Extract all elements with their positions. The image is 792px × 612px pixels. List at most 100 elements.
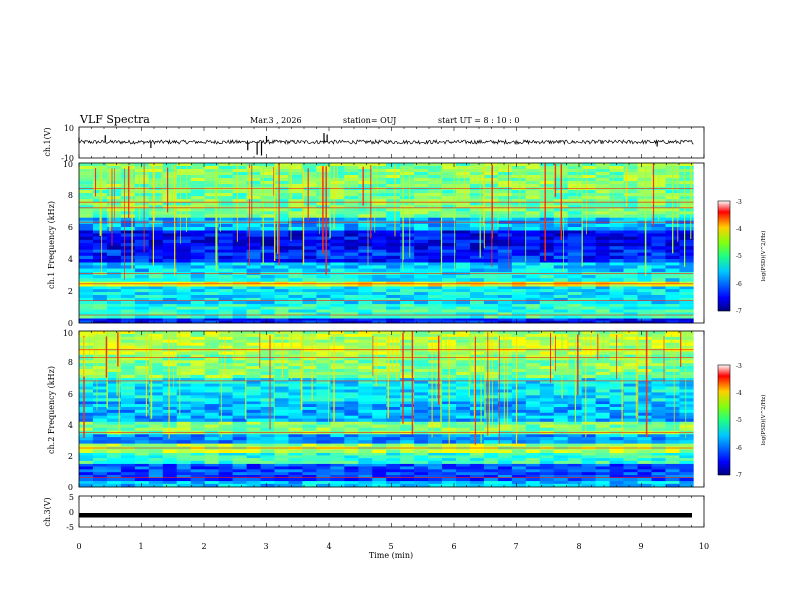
spectrogram-cell: [218, 292, 233, 296]
spectrogram-cell: [176, 374, 191, 379]
spectrogram-cell: [218, 255, 233, 260]
spectrogram-cell: [344, 230, 359, 234]
spectrogram-cell: [288, 312, 303, 316]
spectrogram-cell: [567, 433, 582, 438]
spectrogram-cell: [386, 205, 401, 209]
spectrogram-cell: [148, 401, 164, 405]
spectrogram-cell: [497, 398, 513, 402]
spectrogram-cell: [581, 199, 596, 203]
spectrogram-cell: [595, 424, 610, 429]
spectrogram-cell: [134, 178, 150, 182]
spectrogram-cell: [651, 433, 666, 438]
spectrogram-cell: [539, 360, 555, 364]
spectrogram-cell: [344, 163, 359, 167]
spectrogram-cell: [469, 386, 485, 390]
spectrogram-cell: [134, 369, 150, 373]
spectrogram-cell: [316, 415, 331, 419]
spectrogram-cell: [511, 480, 527, 485]
spectrogram-cell: [344, 389, 359, 393]
spectrogram-cell: [456, 336, 471, 341]
spectrogram-cell: [372, 193, 387, 197]
spectrogram-cell: [456, 363, 471, 367]
spectrogram-cell: [609, 458, 624, 462]
spectrogram-cell: [623, 289, 638, 293]
spectrogram-cell: [651, 440, 666, 444]
spectrogram-cell: [190, 472, 205, 476]
spectrogram-cell: [511, 455, 527, 459]
spectrogram-cell: [134, 214, 150, 218]
spectrogram-cell: [400, 178, 415, 182]
spectrogram-cell: [665, 163, 680, 167]
spectrogram-cell: [148, 262, 164, 266]
spectrogram-cell: [623, 315, 638, 319]
spectrogram-cell: [525, 460, 541, 464]
spectrogram-cell: [511, 236, 527, 241]
spectrogram-cell: [358, 463, 373, 467]
spectrogram-cell: [525, 463, 541, 467]
spectrogram-cell: [539, 345, 555, 349]
spectrogram-cell: [274, 433, 289, 438]
spectrogram-cell: [428, 172, 443, 176]
spectrogram-cell: [539, 475, 555, 479]
spectrogram-cell: [134, 469, 150, 473]
spectrogram-cell: [134, 283, 150, 287]
spectrogram-cell: [204, 236, 219, 241]
spectrogram-cell: [106, 252, 122, 257]
spectrogram-cell: [330, 239, 345, 244]
spectrogram-cell: [302, 214, 317, 218]
spectrogram-cell: [469, 380, 485, 384]
spectrogram-cell: [162, 236, 178, 241]
spectrogram-cell: [497, 386, 513, 390]
spectrogram-cell: [358, 351, 373, 355]
spectrogram-cell: [665, 401, 680, 405]
spectrogram-cell: [316, 289, 331, 293]
spectrogram-cell: [274, 312, 289, 316]
spectrogram-cell: [246, 333, 261, 338]
spectrogram-cell: [218, 199, 233, 203]
spectrogram-cell: [525, 354, 541, 358]
spectrogram-cell: [539, 363, 555, 367]
spectrogram-cell: [162, 268, 178, 273]
spectrogram-cell: [386, 398, 401, 402]
spectrogram-cell: [679, 214, 694, 218]
spectrogram-cell: [190, 360, 205, 364]
spectrogram-cell: [679, 369, 694, 373]
spectrogram-cell: [330, 380, 345, 384]
spectrogram-cell: [92, 286, 108, 290]
spectrogram-cell: [637, 409, 652, 414]
spectrogram-cell: [511, 181, 527, 185]
spectrogram-cell: [400, 458, 415, 462]
spectrogram-cell: [148, 252, 164, 257]
spectrogram-cell: [302, 418, 317, 422]
spectrogram-cell: [162, 193, 178, 197]
spectrogram-cell: [162, 483, 178, 488]
spectrogram-cell: [358, 371, 373, 376]
spectrogram-cell: [274, 469, 289, 473]
spectrogram-cell: [204, 386, 219, 390]
spectrogram-cell: [330, 342, 345, 346]
spectrogram-cell: [511, 268, 527, 273]
spectrogram-cell: [483, 386, 499, 390]
spectrogram-cell: [525, 211, 541, 215]
spectrogram-cell: [204, 205, 219, 209]
spectrogram-cell: [274, 190, 289, 194]
spectrogram-cell: [442, 243, 457, 247]
spectrogram-cell: [511, 371, 527, 376]
spectrogram-cell: [302, 409, 317, 414]
spectrogram-cell: [148, 318, 164, 321]
spectrogram-cell: [316, 389, 331, 393]
spectrogram-cell: [134, 315, 150, 319]
spectrogram-cell: [274, 175, 289, 179]
spectrogram-cell: [595, 166, 610, 170]
spectrogram-cell: [204, 184, 219, 188]
spectrogram-cell: [344, 292, 359, 296]
spectrogram-cell: [567, 292, 582, 296]
spectrogram-cell: [414, 392, 429, 396]
spectrogram-cell: [651, 406, 666, 411]
spectrogram-cell: [176, 300, 191, 305]
ch1-ytick-8: 8: [68, 191, 73, 200]
spectrogram-cell: [651, 480, 666, 485]
spectrogram-cell: [386, 386, 401, 390]
spectrogram-cell: [553, 440, 568, 444]
spectrogram-cell: [92, 395, 108, 399]
